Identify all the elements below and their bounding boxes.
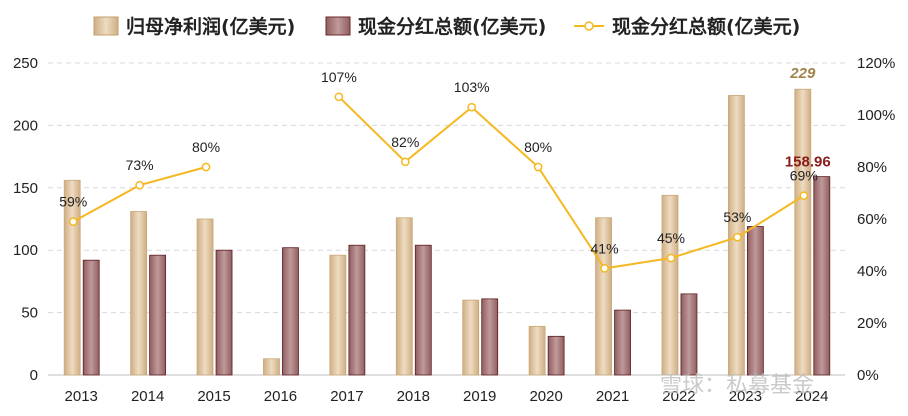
payout-data-label: 107% [321,69,357,85]
payout-data-label: 41% [591,240,619,256]
payout-data-label: 80% [192,139,220,155]
x-tick-label: 2014 [131,388,164,405]
y-right-tick-label: 40% [857,263,887,280]
bar-dividend [614,309,631,376]
payout-point [400,157,410,167]
legend-swatch-dividend [325,16,351,36]
bar-dividend [481,298,499,376]
bar-dividend [680,293,698,376]
bar-dividend [547,335,565,376]
bar-dividend [414,244,432,376]
x-axis: 2013 2014 2015 2016 2017 2018 2019 2020 2021 2022… [65,388,829,405]
payout-point [334,92,344,102]
payout-point [733,232,742,242]
payout-point [201,162,211,172]
bar-net-profit [329,254,347,376]
payout-point [533,162,543,172]
x-tick-label: 2018 [397,388,430,405]
bar-net-profit [395,217,413,376]
payout-data-label: 53% [723,209,751,225]
payout-data-label: 82% [391,134,419,150]
y-left-tick-label: 0 [30,367,38,384]
payout-point [467,102,477,112]
payout-data-label: 73% [126,157,154,173]
bar-net-profit [130,211,148,376]
payout-data-label: 103% [454,79,490,95]
bar-dividend [149,254,167,376]
payout-data-label: 59% [59,194,87,210]
x-tick-label: 2022 [662,388,695,405]
bar-dividend [746,226,764,376]
x-tick-label: 2013 [65,388,98,405]
y-axis-left: 0 50 100 150 200 250 [13,55,38,384]
payout-data-label: 45% [657,230,685,246]
bar-dividend [82,259,100,376]
payout-point [68,217,78,226]
payout-line: 59% 73% 80% 107% 82% 103% 80% 41% 45% 53% 69% [59,69,818,273]
annotation-net-profit-2024: 229 [789,65,816,82]
y-left-tick-label: 100 [13,242,38,259]
y-right-tick-label: 100% [857,107,895,124]
watermark: 雪球：私募基金 [660,373,814,398]
x-tick-label: 2020 [529,388,562,405]
y-right-tick-label: 80% [857,159,887,176]
bar-net-profit [196,218,214,376]
y-axis-right: 0% 20% 40% 60% 80% 100% 120% [857,55,895,384]
bar-net-profit [63,179,81,376]
y-right-tick-label: 120% [857,55,895,72]
bar-net-profit [661,194,679,376]
x-tick-label: 2021 [596,388,629,405]
bar-dividend [282,247,299,376]
x-tick-label: 2017 [330,388,363,405]
payout-point [799,191,809,200]
y-left-tick-label: 250 [13,55,38,72]
x-tick-label: 2016 [264,388,297,405]
y-right-tick-label: 60% [857,211,887,228]
payout-data-label: 80% [524,139,552,155]
payout-line-segment [338,96,805,270]
x-tick-label: 2024 [795,388,828,405]
payout-point [666,253,676,263]
bar-net-profit [595,217,612,376]
bar-dividend [813,176,831,376]
legend-marker-payout [584,21,594,31]
payout-point [600,264,609,273]
legend-label-dividend: 现金分红总额(亿美元) [358,15,546,38]
x-tick-label: 2019 [463,388,496,405]
bar-net-profit [794,88,812,376]
x-tick-label: 2015 [197,388,230,405]
bar-net-profit [462,299,480,376]
bars [63,88,831,376]
legend-swatch-net-profit [93,16,119,36]
y-right-tick-label: 20% [857,315,887,332]
legend-label-payout: 现金分红总额(亿美元) [612,15,800,38]
x-tick-label: 2023 [729,388,762,405]
payout-data-label: 69% [790,168,818,184]
y-left-tick-label: 50 [21,305,38,322]
y-left-tick-label: 150 [13,180,38,197]
legend: 归母净利润(亿美元) 现金分红总额(亿美元) 现金分红总额(亿美元) [93,15,800,38]
bar-dividend [348,244,366,376]
legend-label-net-profit: 归母净利润(亿美元) [126,15,295,38]
annotations: 229 158.96 [785,65,831,170]
y-right-tick-label: 0% [857,367,879,384]
annotation-dividend-2024: 158.96 [785,154,831,171]
payout-point [135,180,144,190]
gridlines [48,62,845,314]
y-left-tick-label: 200 [13,117,38,134]
bar-net-profit [263,358,280,376]
bar-net-profit [528,325,546,376]
bar-dividend [215,249,233,376]
